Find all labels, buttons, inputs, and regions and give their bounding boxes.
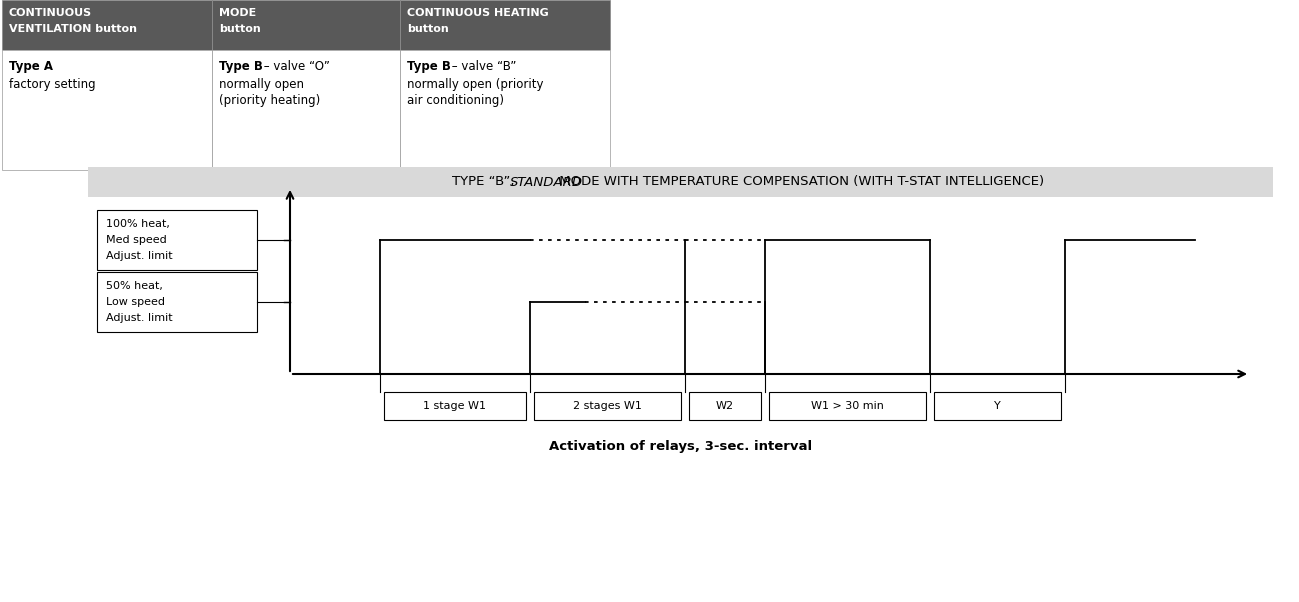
Text: Activation of relays, 3-sec. interval: Activation of relays, 3-sec. interval [549,440,812,453]
Text: (priority heating): (priority heating) [220,94,321,107]
Text: normally open (priority: normally open (priority [407,78,543,91]
Text: CONTINUOUS: CONTINUOUS [9,8,92,18]
Bar [400,50,611,170]
Bar [385,392,526,420]
Text: – valve “B”: – valve “B” [448,60,517,73]
Text: TYPE “B”,: TYPE “B”, [452,176,520,188]
Text: Y: Y [994,401,1000,411]
Bar [212,0,400,50]
Text: STANDARD: STANDARD [509,176,583,188]
Text: 2 stages W1: 2 stages W1 [573,401,642,411]
Bar [212,50,400,170]
Text: VENTILATION button: VENTILATION button [9,24,136,34]
Bar [3,0,212,50]
Text: W2: W2 [716,401,734,411]
Text: Type B: Type B [220,60,262,73]
Text: 1 stage W1: 1 stage W1 [423,401,487,411]
Text: CONTINUOUS HEATING: CONTINUOUS HEATING [407,8,548,18]
Text: button: button [220,24,261,34]
Text: Adjust. limit: Adjust. limit [107,251,173,261]
Bar [3,50,212,170]
Text: – valve “O”: – valve “O” [260,60,330,73]
Text: factory setting: factory setting [9,78,96,91]
Bar [769,392,926,420]
Text: normally open: normally open [220,78,304,91]
Text: 50% heat,: 50% heat, [107,281,162,291]
Text: W1 > 30 min: W1 > 30 min [811,401,883,411]
Text: Adjust. limit: Adjust. limit [107,313,173,323]
Bar [534,392,681,420]
Text: button: button [407,24,448,34]
Text: MODE: MODE [220,8,256,18]
Text: Type A: Type A [9,60,53,73]
Bar [688,392,761,420]
Bar [934,392,1061,420]
Text: Med speed: Med speed [107,235,166,245]
Bar [400,0,611,50]
Bar [88,167,1273,197]
Text: Low speed: Low speed [107,297,165,307]
Text: air conditioning): air conditioning) [407,94,504,107]
Bar [97,210,257,270]
Text: MODE WITH TEMPERATURE COMPENSATION (WITH T-STAT INTELLIGENCE): MODE WITH TEMPERATURE COMPENSATION (WITH… [555,176,1044,188]
Text: Type B: Type B [407,60,451,73]
Text: 100% heat,: 100% heat, [107,219,170,229]
Bar [97,272,257,332]
